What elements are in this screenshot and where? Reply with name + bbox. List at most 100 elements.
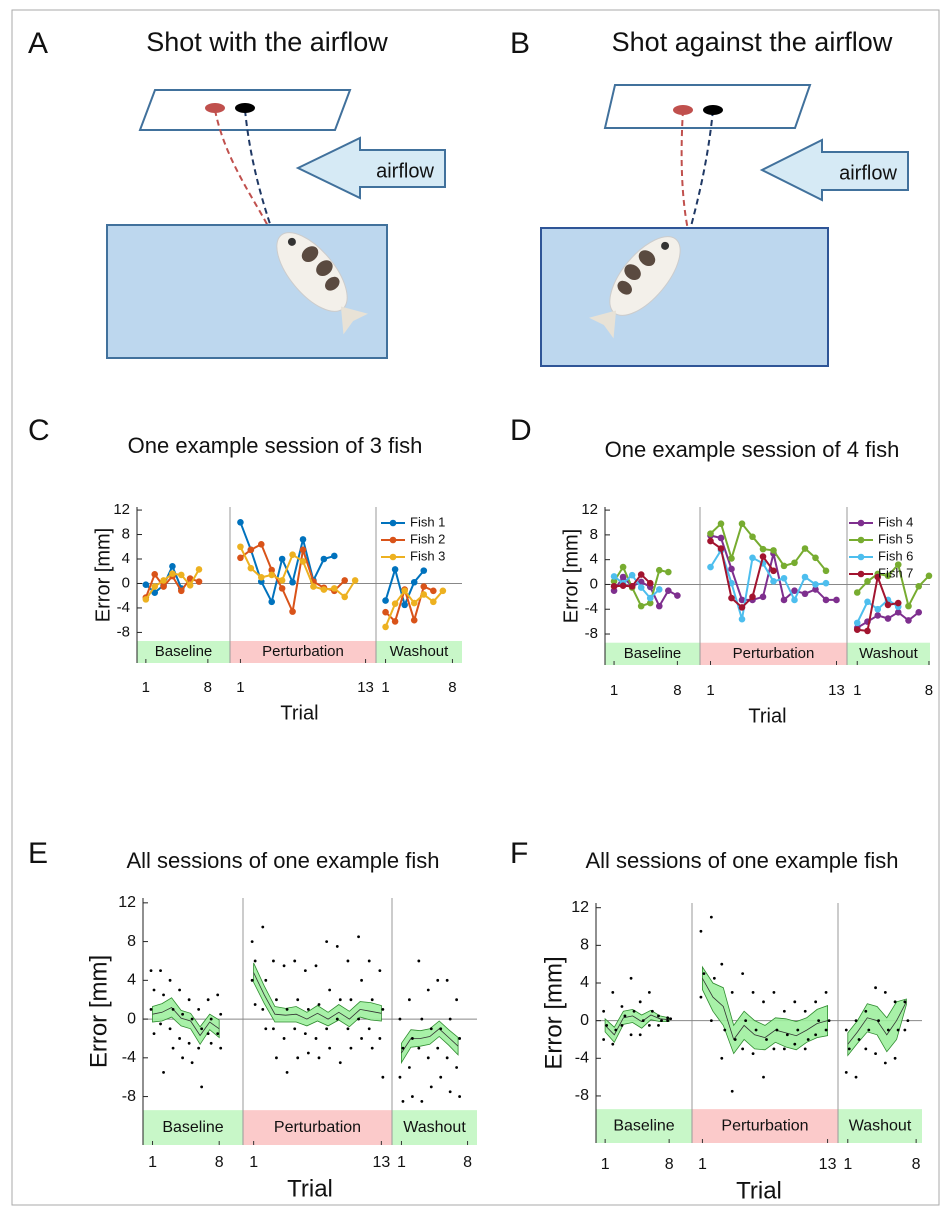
chart-title: One example session of 4 fish bbox=[605, 437, 900, 462]
data-point bbox=[341, 577, 349, 584]
data-point bbox=[782, 1047, 786, 1051]
data-point bbox=[610, 583, 618, 590]
data-point bbox=[796, 1028, 800, 1032]
data-point bbox=[181, 1012, 184, 1016]
data-point bbox=[439, 1027, 443, 1031]
data-point bbox=[178, 1037, 181, 1040]
legend-marker bbox=[389, 519, 397, 527]
x-tick-label: 1 bbox=[706, 682, 714, 699]
data-point bbox=[417, 1046, 421, 1050]
data-point bbox=[257, 541, 265, 548]
data-point bbox=[728, 555, 735, 562]
data-point bbox=[655, 566, 663, 574]
data-point bbox=[168, 978, 172, 982]
data-point bbox=[178, 988, 181, 992]
data-point bbox=[812, 581, 819, 588]
data-point bbox=[772, 1047, 776, 1051]
data-point bbox=[759, 553, 767, 560]
data-point bbox=[299, 536, 307, 543]
x-tick-label: 8 bbox=[463, 1154, 472, 1171]
y-tick-label: 4 bbox=[127, 972, 136, 989]
data-point bbox=[646, 579, 654, 587]
data-point bbox=[906, 1019, 910, 1023]
data-point bbox=[430, 587, 437, 595]
data-point bbox=[822, 579, 830, 587]
data-point bbox=[817, 1019, 821, 1023]
data-point bbox=[894, 561, 902, 568]
data-point bbox=[320, 555, 328, 563]
data-point bbox=[429, 1027, 433, 1031]
data-point bbox=[429, 1085, 433, 1089]
data-point bbox=[812, 586, 819, 593]
data-point bbox=[149, 969, 153, 973]
x-tick-label: 1 bbox=[698, 1156, 707, 1173]
data-point bbox=[346, 959, 350, 963]
data-point bbox=[730, 1089, 734, 1093]
data-point bbox=[707, 563, 714, 571]
data-point bbox=[338, 1061, 342, 1065]
y-tick-label: 12 bbox=[113, 501, 130, 518]
data-point bbox=[458, 1037, 462, 1040]
data-point bbox=[883, 1061, 887, 1065]
data-point bbox=[216, 1032, 220, 1036]
data-point bbox=[237, 518, 244, 526]
data-point bbox=[770, 578, 777, 585]
data-point bbox=[168, 1027, 172, 1031]
data-point bbox=[782, 1009, 786, 1013]
data-point bbox=[370, 1046, 374, 1050]
legend-label: Fish 4 bbox=[878, 514, 913, 529]
data-point bbox=[382, 597, 389, 604]
data-point bbox=[638, 1000, 642, 1004]
legend-marker bbox=[389, 536, 397, 544]
phase-band bbox=[137, 640, 230, 663]
data-point bbox=[445, 978, 449, 982]
archerfish bbox=[589, 236, 681, 339]
archerfish bbox=[276, 232, 368, 335]
data-point bbox=[751, 991, 755, 994]
data-point bbox=[401, 601, 408, 609]
data-point bbox=[620, 1023, 624, 1027]
data-point bbox=[791, 587, 798, 594]
data-point bbox=[657, 1014, 660, 1018]
data-point bbox=[285, 1070, 289, 1074]
impact-dot bbox=[673, 105, 693, 115]
y-tick-label: 8 bbox=[590, 526, 598, 543]
data-point bbox=[864, 578, 871, 585]
data-point bbox=[650, 1009, 654, 1013]
chart-title: All sessions of one example fish bbox=[126, 848, 439, 873]
x-tick-label: 1 bbox=[843, 1156, 852, 1173]
x-tick-label: 8 bbox=[665, 1156, 674, 1173]
chart-panel: E All sessions of one example fish Error [… bbox=[28, 837, 477, 1202]
y-tick-label: 0 bbox=[127, 1010, 136, 1027]
water-tank bbox=[540, 227, 829, 367]
data-point bbox=[638, 1033, 642, 1037]
phase-band bbox=[230, 640, 376, 663]
data-point bbox=[420, 1017, 424, 1021]
legend-label: Fish 7 bbox=[878, 565, 913, 580]
data-point bbox=[720, 962, 724, 966]
phase-label: Perturbation bbox=[733, 645, 815, 662]
data-point bbox=[628, 571, 636, 579]
data-point bbox=[426, 988, 430, 992]
panel-letter: D bbox=[510, 414, 532, 447]
data-point bbox=[370, 998, 374, 1002]
phase-band bbox=[243, 1110, 392, 1145]
airflow-arrow bbox=[759, 138, 909, 202]
data-point bbox=[351, 577, 359, 584]
data-point bbox=[159, 969, 162, 973]
data-point bbox=[728, 594, 735, 602]
data-point bbox=[330, 552, 338, 560]
data-point bbox=[325, 1027, 329, 1031]
data-point bbox=[391, 566, 399, 573]
data-point bbox=[619, 582, 627, 589]
data-point bbox=[420, 567, 428, 574]
chart-title: All sessions of one example fish bbox=[585, 848, 898, 873]
phase-band bbox=[700, 642, 847, 665]
data-point bbox=[893, 1000, 897, 1004]
data-point bbox=[317, 1003, 321, 1006]
legend-label: Fish 2 bbox=[410, 531, 445, 546]
data-point bbox=[296, 1056, 300, 1060]
target-dot bbox=[703, 105, 723, 115]
data-point bbox=[268, 571, 276, 579]
legend-marker bbox=[857, 519, 865, 527]
